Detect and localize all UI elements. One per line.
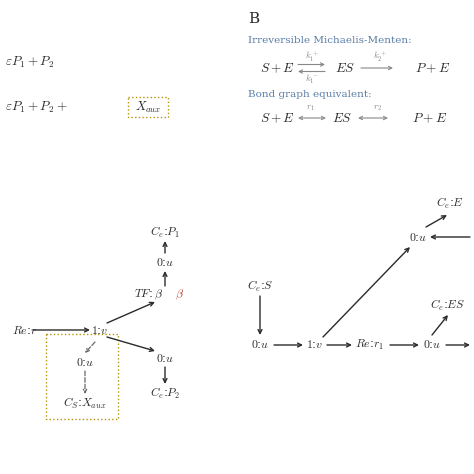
Text: $C_e$:$ES$: $C_e$:$ES$ [430,298,465,312]
Text: $k_1^-$: $k_1^-$ [305,73,318,86]
Text: $0$:$u$: $0$:$u$ [156,352,174,365]
Text: $ES$: $ES$ [332,111,352,125]
Text: $1$:$v$: $1$:$v$ [306,338,324,352]
Text: $0$:$u$: $0$:$u$ [76,356,94,368]
Text: Bond graph equivalent:: Bond graph equivalent: [248,90,372,99]
FancyBboxPatch shape [128,97,168,117]
Text: $C_S$:$X_{aux}$: $C_S$:$X_{aux}$ [64,395,107,410]
Text: $X_{aux}$: $X_{aux}$ [135,100,161,115]
Text: $C_e$:$E$: $C_e$:$E$ [436,195,464,210]
Text: $r_1$: $r_1$ [306,103,314,113]
Text: $k_1^+$: $k_1^+$ [305,50,319,64]
Text: $C_e$:$P_1$: $C_e$:$P_1$ [150,225,180,239]
Text: $ES$: $ES$ [335,62,355,74]
Text: $TF$:$\,\beta$: $TF$:$\,\beta$ [134,288,163,302]
Text: $C_e$:$S$: $C_e$:$S$ [246,279,273,293]
Text: $P + E$: $P + E$ [415,61,450,75]
Text: $0$:$u$: $0$:$u$ [251,338,269,352]
Text: $\varepsilon P_1 + P_2$: $\varepsilon P_1 + P_2$ [5,55,55,70]
Text: $r_2$: $r_2$ [373,103,382,113]
Text: $0$:$u$: $0$:$u$ [409,230,427,244]
Text: $Re$:$r$: $Re$:$r$ [12,323,37,337]
Text: $0$:$u$: $0$:$u$ [423,338,441,352]
Text: $0$:$u$: $0$:$u$ [156,255,174,268]
Text: $S + E$: $S + E$ [260,111,296,125]
Text: $\beta$: $\beta$ [175,288,184,302]
Text: $Re$:$r_1$: $Re$:$r_1$ [356,338,384,352]
Text: $C_e$:$P_2$: $C_e$:$P_2$ [150,385,180,401]
Text: $S + E$: $S + E$ [260,61,296,75]
Text: $k_2^+$: $k_2^+$ [373,50,387,64]
Text: Irreversible Michaelis-Menten:: Irreversible Michaelis-Menten: [248,36,411,45]
Text: $\varepsilon P_1 + P_2 +$: $\varepsilon P_1 + P_2 +$ [5,100,68,115]
Text: $P + E$: $P + E$ [412,111,447,125]
Text: B: B [248,12,259,26]
Text: $\mathbf{1}$:$v$: $\mathbf{1}$:$v$ [91,323,109,337]
